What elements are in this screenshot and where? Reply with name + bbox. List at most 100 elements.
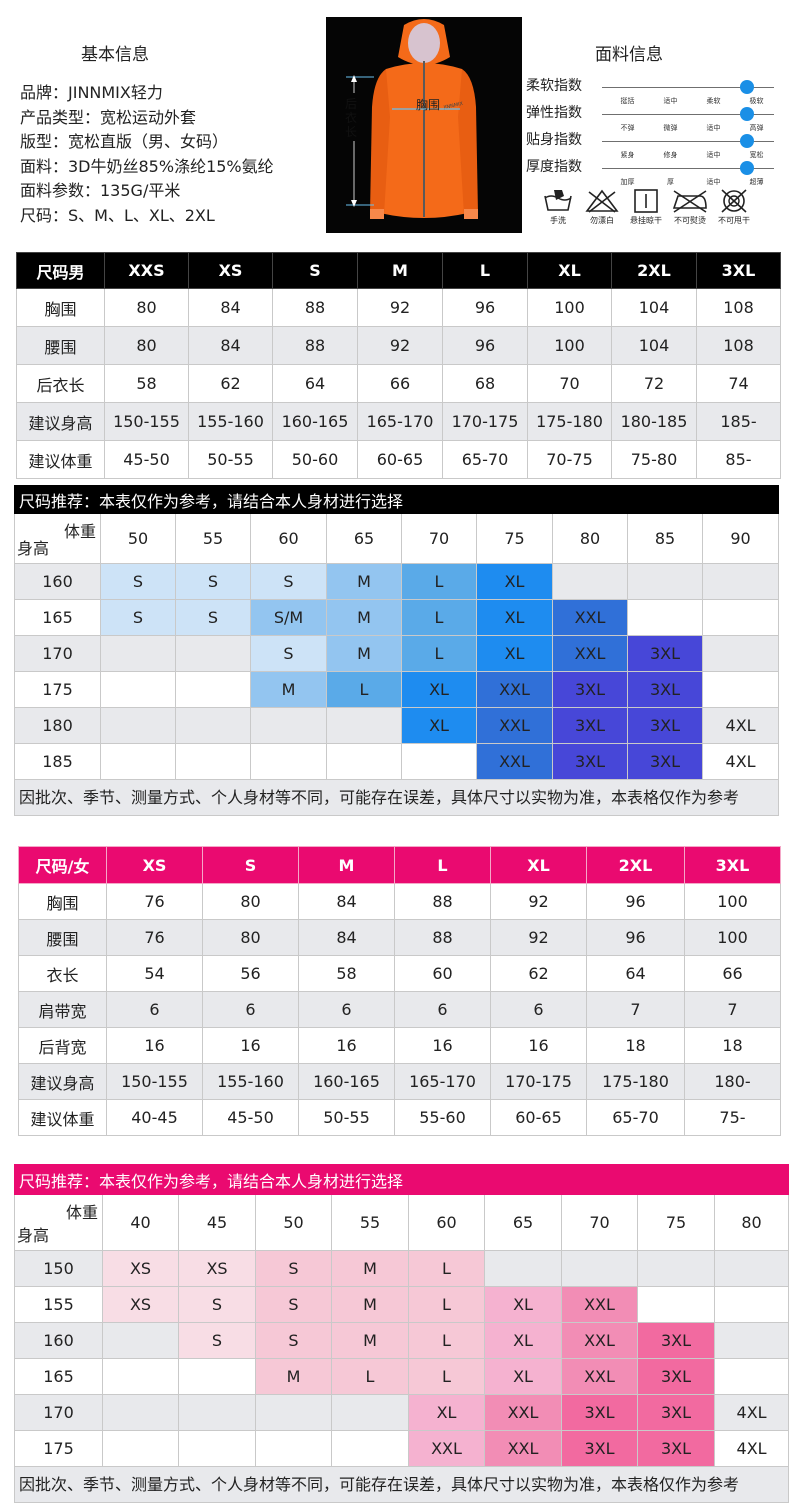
recommended-size: XS bbox=[178, 1250, 256, 1287]
recommended-size: M bbox=[331, 1250, 409, 1287]
fabric-scale-ticks: 挺括 适中 柔软 极软 bbox=[606, 96, 778, 106]
size-value: 104 bbox=[611, 326, 697, 365]
size-value: 180- bbox=[684, 1063, 781, 1100]
fabric-row-label: 厚度指数 bbox=[526, 159, 582, 175]
size-value: 7 bbox=[684, 991, 781, 1028]
row-label: 建议体重 bbox=[16, 440, 105, 479]
size-value: 7 bbox=[586, 991, 685, 1028]
men-header-cell: 3XL bbox=[696, 252, 781, 289]
size-value: 150-155 bbox=[104, 402, 189, 441]
weight-value: 65 bbox=[326, 513, 402, 564]
size-value: 96 bbox=[442, 326, 528, 365]
size-value: 165-170 bbox=[394, 1063, 491, 1100]
size-value: 100 bbox=[684, 919, 781, 956]
recommended-size bbox=[713, 1250, 790, 1287]
recommended-size bbox=[102, 1358, 179, 1395]
size-value: 75-80 bbox=[611, 440, 697, 479]
recommended-size bbox=[175, 743, 251, 780]
weight-value: 40 bbox=[102, 1194, 179, 1251]
care-hang-dry: 悬挂晾干 bbox=[624, 188, 668, 226]
size-value: 58 bbox=[298, 955, 395, 992]
row-label: 腰围 bbox=[18, 919, 107, 956]
size-value: 150-155 bbox=[106, 1063, 203, 1100]
basic-info-title: 基本信息 bbox=[81, 45, 149, 65]
recommended-size: XXL bbox=[552, 599, 628, 636]
size-value: 16 bbox=[394, 1027, 491, 1064]
size-value: 45-50 bbox=[202, 1099, 299, 1136]
men-header-cell: L bbox=[442, 252, 528, 289]
care-label: 悬挂晾干 bbox=[630, 216, 662, 225]
recommended-size: S bbox=[178, 1286, 256, 1323]
size-value: 64 bbox=[272, 364, 358, 403]
women-recommend-title-row: 尺码推荐：本表仅作为参考，请结合本人身材进行选择 bbox=[13, 1164, 790, 1195]
size-value: 185- bbox=[696, 402, 781, 441]
recommended-size: 3XL bbox=[637, 1322, 715, 1359]
size-value: 75- bbox=[684, 1099, 781, 1136]
table-row: 衣长 54 56 58 60 62 64 66 bbox=[18, 955, 781, 992]
recommended-size: 4XL bbox=[713, 1430, 790, 1467]
row-label: 肩带宽 bbox=[18, 991, 107, 1028]
care-label: 不可甩干 bbox=[718, 216, 750, 225]
fabric-level-indicator bbox=[740, 134, 754, 148]
size-value: 45-50 bbox=[104, 440, 189, 479]
recommended-size: L bbox=[401, 599, 477, 636]
care-no-iron: 不可熨烫 bbox=[668, 188, 712, 226]
recommended-size bbox=[701, 635, 780, 672]
size-value: 170-175 bbox=[442, 402, 528, 441]
size-value: 76 bbox=[106, 919, 203, 956]
table-row: 160 S S M L XL XXL 3XL bbox=[14, 1322, 790, 1359]
women-header-cell: 3XL bbox=[684, 846, 781, 884]
weight-value: 65 bbox=[484, 1194, 562, 1251]
recommended-size: S bbox=[175, 563, 251, 600]
recommended-size: S bbox=[250, 635, 327, 672]
basic-info-line: 产品类型：宽松运动外套 bbox=[20, 107, 197, 127]
fabric-row: 贴身指数 紧身 修身 适中 宽松 bbox=[524, 129, 784, 159]
care-label: 手洗 bbox=[550, 216, 566, 225]
table-row: 肩带宽 6 6 6 6 6 7 7 bbox=[18, 991, 781, 1028]
recommended-size bbox=[484, 1250, 562, 1287]
care-label: 勿漂白 bbox=[590, 216, 614, 225]
size-value: 88 bbox=[394, 883, 491, 920]
basic-info-line: 品牌：JINNMIX轻力 bbox=[20, 83, 163, 102]
size-value: 16 bbox=[106, 1027, 203, 1064]
size-value: 108 bbox=[696, 288, 781, 327]
size-value: 155-160 bbox=[188, 402, 273, 441]
table-row: 胸围 80 84 88 92 96 100 104 108 bbox=[16, 288, 781, 327]
size-value: 80 bbox=[202, 883, 299, 920]
size-value: 60-65 bbox=[357, 440, 443, 479]
recommended-size: XL bbox=[408, 1394, 485, 1431]
men-recommend-title: 尺码推荐：本表仅作为参考，请结合本人身材进行选择 bbox=[13, 485, 780, 514]
size-value: 40-45 bbox=[106, 1099, 203, 1136]
disclaimer-row: 因批次、季节、测量方式、个人身材等不同，可能存在误差，具体尺寸以实物为准，本表格… bbox=[13, 1466, 790, 1503]
fabric-level-indicator bbox=[740, 161, 754, 175]
size-value: 84 bbox=[298, 919, 395, 956]
recommended-size bbox=[701, 599, 780, 636]
fabric-row: 弹性指数 不弹 微弹 适中 高弹 bbox=[524, 102, 784, 132]
size-value: 170-175 bbox=[490, 1063, 587, 1100]
size-value: 50-55 bbox=[298, 1099, 395, 1136]
size-value: 16 bbox=[202, 1027, 299, 1064]
recommended-size bbox=[701, 563, 780, 600]
height-value: 175 bbox=[14, 1430, 103, 1467]
recommended-size bbox=[175, 635, 251, 672]
size-value: 6 bbox=[298, 991, 395, 1028]
size-value: 100 bbox=[527, 326, 612, 365]
basic-info: 基本信息 品牌：JINNMIX轻力 产品类型：宽松运动外套 版型：宽松直版（男、… bbox=[20, 40, 330, 228]
size-value: 155-160 bbox=[202, 1063, 299, 1100]
weight-header-row: 体重 身高 50 55 60 65 70 75 80 85 90 bbox=[14, 513, 780, 564]
height-value: 150 bbox=[14, 1250, 103, 1287]
recommended-size bbox=[561, 1250, 638, 1287]
recommended-size: S bbox=[255, 1322, 332, 1359]
table-row: 后衣长 58 62 64 66 68 70 72 74 bbox=[16, 364, 781, 403]
fabric-scale-ticks: 紧身 修身 适中 宽松 bbox=[606, 150, 778, 160]
fabric-tick-label: 适中 bbox=[706, 178, 721, 186]
size-value: 50-55 bbox=[188, 440, 273, 479]
row-label: 胸围 bbox=[18, 883, 107, 920]
size-value: 50-60 bbox=[272, 440, 358, 479]
height-weight-corner: 体重 身高 bbox=[14, 1194, 103, 1251]
fabric-row: 厚度指数 加厚 厚 适中 超薄 bbox=[524, 156, 784, 186]
height-value: 160 bbox=[14, 1322, 103, 1359]
fabric-scale-ticks: 不弹 微弹 适中 高弹 bbox=[606, 123, 778, 133]
hand-wash-icon bbox=[544, 190, 572, 211]
size-value: 84 bbox=[298, 883, 395, 920]
